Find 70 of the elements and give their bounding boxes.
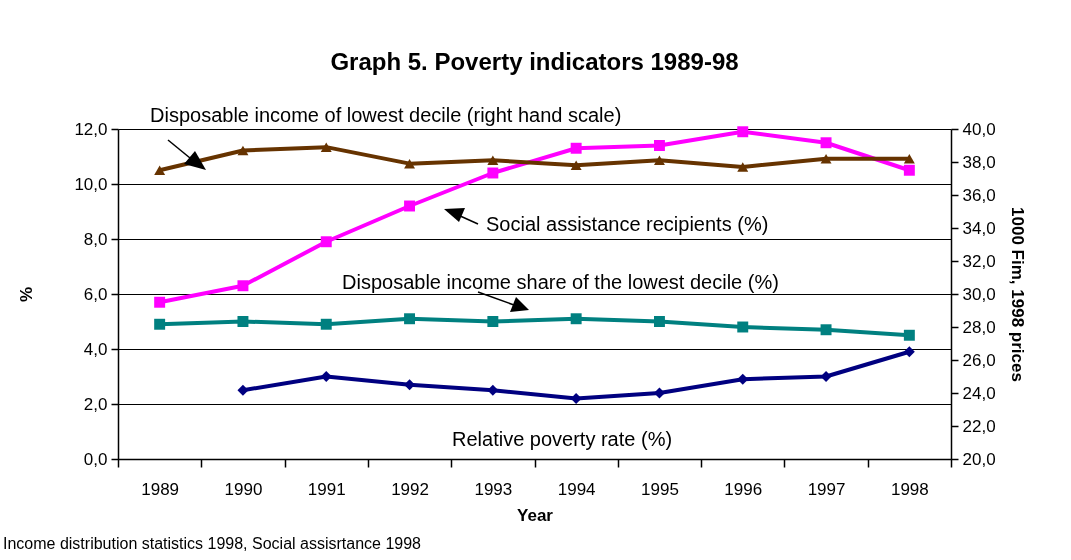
point: [320, 371, 332, 382]
y-tick-label: 4,0: [83, 339, 108, 359]
y-axis-title: %: [17, 286, 37, 303]
point: [653, 155, 665, 166]
point: [737, 126, 749, 138]
y2-tick-label: 30,0: [962, 284, 996, 304]
chart-title: Graph 5. Poverty indicators 1989-98: [330, 48, 739, 75]
x-tick-label: 1995: [641, 479, 679, 499]
x-tick-label: 1992: [391, 479, 429, 499]
point: [404, 313, 416, 325]
y2-tick-label: 34,0: [962, 218, 996, 238]
point: [820, 153, 832, 164]
point: [570, 142, 582, 154]
point: [903, 153, 915, 164]
point: [237, 316, 249, 327]
point: [570, 313, 582, 325]
y2-tick-label: 36,0: [962, 185, 996, 205]
x-tick-label: 1996: [724, 479, 763, 499]
point: [154, 165, 166, 175]
point: [237, 384, 249, 396]
y2-tick-label: 40,0: [962, 119, 996, 139]
x-tick-label: 1991: [307, 479, 346, 499]
point: [653, 140, 665, 151]
point: [903, 164, 915, 176]
y2-tick-label: 24,0: [962, 383, 996, 403]
y-tick-label: 2,0: [83, 394, 108, 414]
point: [237, 145, 249, 156]
y-tick-label: 0,0: [83, 449, 108, 469]
x-tick-label: 1990: [224, 479, 263, 499]
x-tick-label: 1998: [890, 479, 929, 499]
series-label: Disposable income of lowest decile (right hand scale): [150, 104, 622, 126]
y2-tick-label: 32,0: [962, 251, 996, 271]
point: [903, 329, 915, 341]
point: [487, 167, 499, 179]
point: [653, 316, 665, 327]
y2-tick-label: 22,0: [962, 416, 996, 436]
series-label: Social assistance recipients (%): [486, 213, 769, 235]
point: [820, 137, 832, 149]
x-tick-label: 1989: [141, 479, 180, 499]
point: [154, 318, 166, 330]
y2-tick-label: 38,0: [962, 152, 996, 172]
point: [404, 200, 416, 212]
point: [154, 296, 166, 308]
x-tick-label: 1997: [807, 479, 846, 499]
series-label: Relative poverty rate (%): [452, 428, 673, 450]
y2-tick-label: 20,0: [962, 449, 996, 469]
point: [737, 321, 749, 333]
y2-tick-label: 28,0: [962, 317, 996, 337]
x-axis-title: Year: [517, 505, 554, 525]
point: [487, 155, 499, 166]
point: [487, 316, 499, 327]
y-tick-label: 10,0: [74, 174, 108, 194]
point: [570, 160, 582, 171]
point: [737, 162, 749, 172]
point: [320, 318, 332, 330]
y-tick-label: 12,0: [74, 119, 108, 139]
point: [903, 346, 915, 358]
y-tick-label: 6,0: [83, 284, 108, 304]
series-label: Disposable income share of the lowest decile (%): [342, 271, 779, 293]
y2-axis-title: 1000 Fim, 1998 prices: [1007, 207, 1027, 382]
text: Income distribution statistics 1998, Social assisrtance 1998: [3, 535, 422, 552]
y2-tick-label: 26,0: [962, 350, 996, 370]
point: [320, 236, 332, 248]
x-tick-label: 1994: [557, 479, 596, 499]
point: [404, 158, 416, 169]
point: [820, 324, 832, 336]
point: [237, 280, 249, 292]
x-tick-label: 1993: [474, 479, 513, 499]
y-tick-label: 8,0: [83, 229, 108, 249]
point: [320, 142, 332, 152]
